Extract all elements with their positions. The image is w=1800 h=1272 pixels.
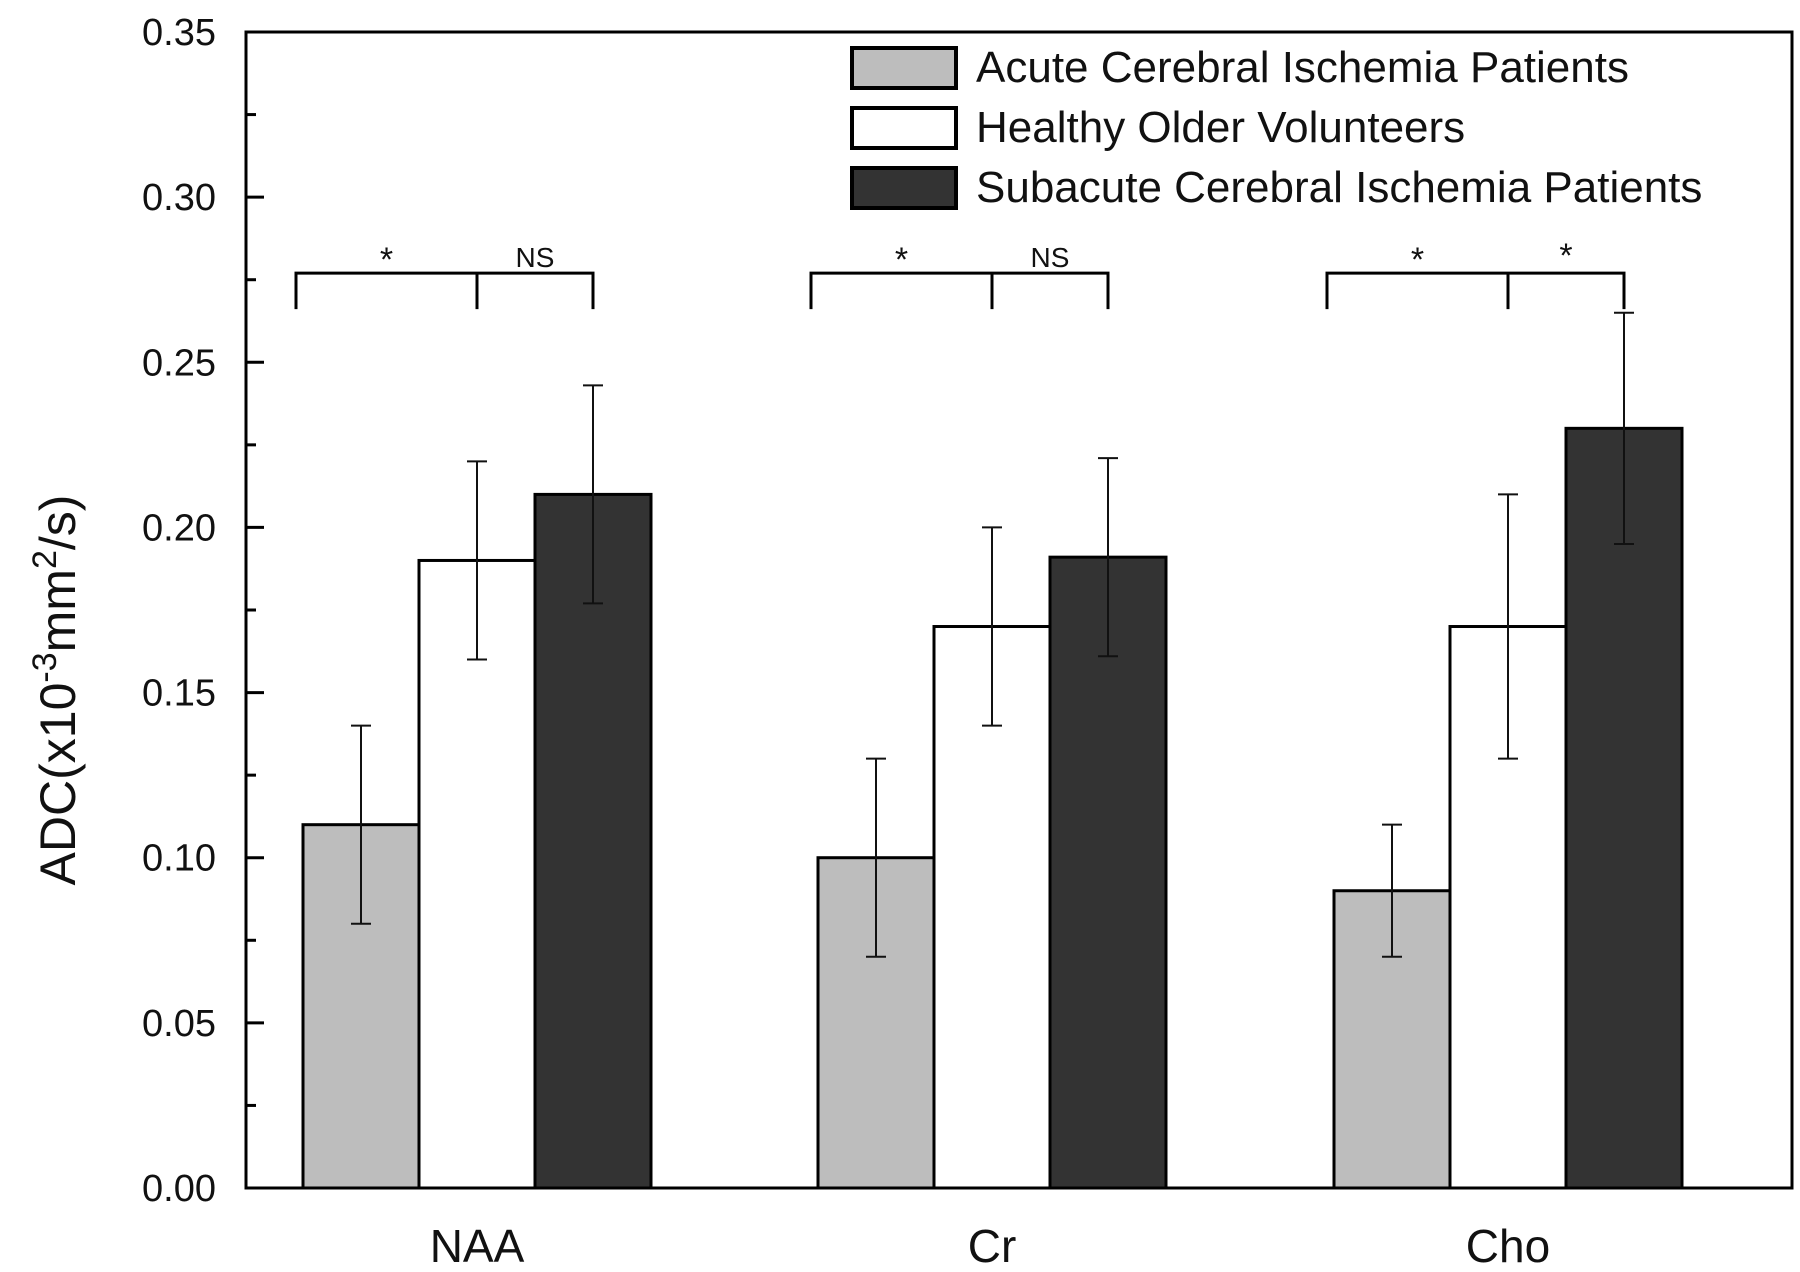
y-tick-label: 0.30 <box>142 177 216 219</box>
significance-bracket <box>294 271 595 310</box>
legend-label: Healthy Older Volunteers <box>976 103 1465 152</box>
plot-area: 0.00 0.05 0.10 0.15 0.20 0.25 0.30 0.35 NAA * NS Cr… <box>142 12 1794 1272</box>
bar <box>1564 426 1684 1190</box>
significance-bracket <box>809 271 1110 310</box>
y-axis-label-suffix: /s) <box>30 495 86 551</box>
legend-swatch <box>850 166 958 210</box>
bar <box>1048 555 1168 1190</box>
y-axis-label-unit: mm <box>30 569 86 652</box>
y-axis-label: ADC(x10-3mm2/s) <box>26 495 86 886</box>
significance-label-left: * <box>1411 241 1424 279</box>
bar <box>533 492 653 1190</box>
y-axis-label-paren: ( <box>30 763 86 780</box>
significance-label-right: NS <box>1031 242 1070 273</box>
y-axis-label-prefix: ADC <box>30 780 86 886</box>
legend-swatch <box>850 46 958 90</box>
y-tick-label: 0.00 <box>142 1168 216 1210</box>
y-axis-label-base: x10 <box>30 683 86 764</box>
y-axis-label-exp2: 2 <box>26 550 64 569</box>
bar <box>301 823 421 1190</box>
significance-label-right: NS <box>516 242 555 273</box>
bar <box>417 558 537 1190</box>
y-axis-label-exp1: -3 <box>26 652 64 682</box>
y-tick-label: 0.15 <box>142 673 216 715</box>
y-tick-label: 0.25 <box>142 342 216 384</box>
significance-label-left: * <box>895 241 908 279</box>
x-category-label: NAA <box>430 1220 525 1272</box>
x-category-label: Cr <box>968 1220 1017 1272</box>
significance-bracket <box>1325 271 1626 310</box>
y-tick-label: 0.10 <box>142 838 216 880</box>
legend-label: Acute Cerebral Ischemia Patients <box>976 43 1629 92</box>
significance-label-right: * <box>1559 237 1572 275</box>
legend-label: Subacute Cerebral Ischemia Patients <box>976 163 1702 212</box>
y-tick-label: 0.05 <box>142 1003 216 1045</box>
legend-swatch <box>850 106 958 150</box>
y-tick-label: 0.20 <box>142 507 216 549</box>
significance-label-left: * <box>380 241 393 279</box>
x-category-label: Cho <box>1466 1220 1550 1272</box>
y-tick-label: 0.35 <box>142 12 216 54</box>
